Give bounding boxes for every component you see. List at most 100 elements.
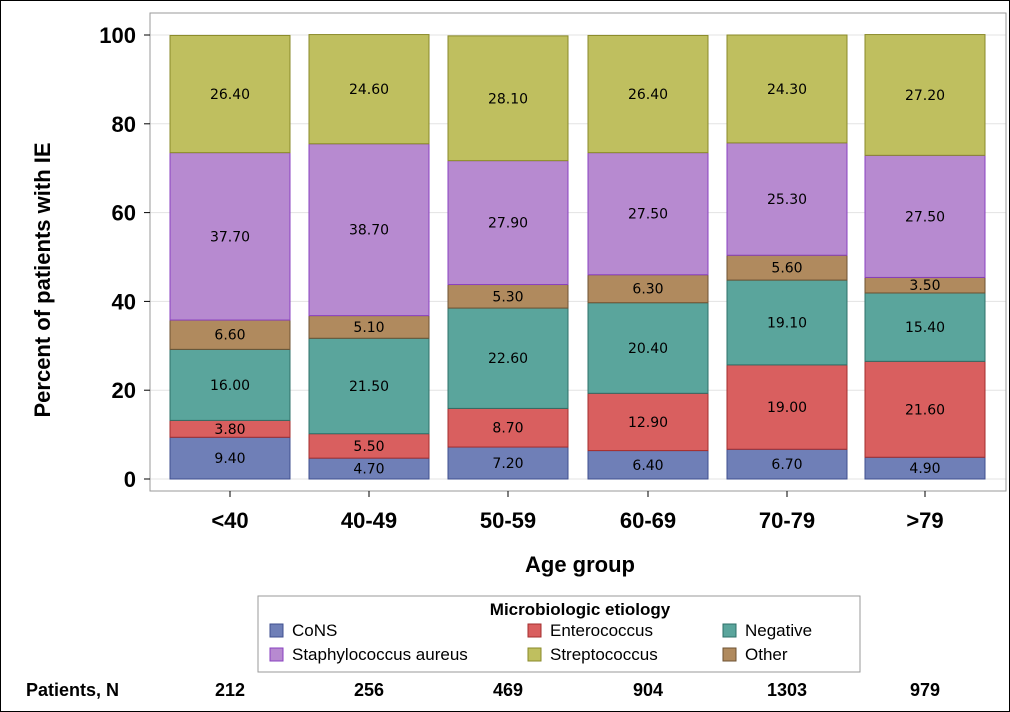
data-label: 26.40	[628, 87, 668, 103]
gridlines	[150, 34, 1006, 480]
x-tick-label: 60-69	[620, 508, 676, 533]
bar-segment	[169, 152, 291, 321]
data-label: 5.30	[492, 289, 523, 305]
legend-entry: CoNS	[292, 621, 337, 640]
bar-segment	[587, 274, 709, 304]
data-label: 38.70	[349, 223, 389, 239]
data-label: 3.50	[909, 278, 940, 294]
bar-segment	[864, 154, 986, 278]
legend-swatch	[527, 647, 542, 662]
bar-segment	[587, 450, 709, 480]
bar-segment	[864, 292, 986, 362]
patient-count: 1303	[767, 680, 807, 700]
y-axis-label: Percent of patients with IE	[30, 142, 55, 417]
legend-entry: Other	[745, 645, 788, 664]
data-label: 12.90	[628, 415, 668, 431]
bars: 9.40 3.80 16.00 6.60 37.70 26.40 4.70 5.50 21.50…	[169, 34, 986, 480]
bar-segment	[169, 34, 291, 154]
data-label: 5.50	[353, 439, 384, 455]
data-label: 5.10	[353, 320, 384, 336]
data-label: 26.40	[210, 87, 250, 103]
bar-segment	[726, 364, 848, 450]
legend-entry: Staphylococcus aureus	[292, 645, 468, 664]
data-label: 27.20	[905, 88, 945, 104]
bar-segment	[587, 392, 709, 452]
data-label: 24.30	[767, 82, 807, 98]
data-label: 6.60	[214, 328, 245, 344]
bar-segment	[726, 279, 848, 366]
bar-segment	[726, 254, 848, 281]
legend-entry: Streptococcus	[550, 645, 658, 664]
patient-counts: Patients, N 212 256 469 904 1303 979	[26, 680, 940, 700]
x-tick-label: <40	[211, 508, 248, 533]
bar-segment	[587, 302, 709, 394]
data-label: 9.40	[214, 451, 245, 467]
x-tick-label: 40-49	[341, 508, 397, 533]
x-tick-label: >79	[906, 508, 943, 533]
bar-segment	[308, 34, 430, 145]
x-tick-label: 50-59	[480, 508, 536, 533]
x-axis-label: Age group	[525, 552, 635, 577]
data-label: 25.30	[767, 192, 807, 208]
data-label: 4.70	[353, 462, 384, 478]
bar-segment	[447, 35, 569, 162]
x-axis-ticks: <40 40-49 50-59 60-69 70-79 >79	[211, 491, 944, 533]
bar-segment	[864, 360, 986, 458]
data-label: 16.00	[210, 378, 250, 394]
y-tick-label: 80	[112, 112, 136, 137]
patient-count: 979	[910, 680, 940, 700]
legend-swatch	[269, 647, 284, 662]
bar-segment	[447, 446, 569, 480]
bar-segment	[587, 152, 709, 276]
y-tick-label: 20	[112, 378, 136, 403]
y-tick-label: 0	[124, 467, 136, 492]
legend-title: Microbiologic etiology	[490, 600, 671, 619]
bar-segment	[447, 160, 569, 286]
bar-segment	[864, 34, 986, 156]
data-label: 22.60	[488, 351, 528, 367]
data-label: 6.40	[632, 458, 663, 474]
legend-swatch	[527, 623, 542, 638]
x-tick-label: 70-79	[759, 508, 815, 533]
data-label: 27.90	[488, 216, 528, 232]
y-tick-label: 100	[99, 23, 136, 48]
patient-count: 904	[633, 680, 663, 700]
data-label: 27.50	[905, 209, 945, 225]
legend-swatch	[722, 647, 737, 662]
data-label: 7.20	[492, 456, 523, 472]
data-label: 6.70	[771, 457, 802, 473]
data-label: 3.80	[214, 422, 245, 438]
data-label: 5.60	[771, 261, 802, 277]
data-label: 6.30	[632, 282, 663, 298]
patient-count: 212	[215, 680, 245, 700]
legend: Microbiologic etiology CoNS Enterococcus N…	[257, 595, 861, 673]
bar-segment	[447, 407, 569, 448]
data-label: 19.10	[767, 315, 807, 331]
plot-area	[149, 12, 1007, 492]
data-label: 37.70	[210, 229, 250, 245]
legend-box	[257, 595, 861, 673]
legend-swatch	[722, 623, 737, 638]
data-label: 28.10	[488, 91, 528, 107]
bar-segment	[726, 34, 848, 144]
bar-segment	[169, 348, 291, 421]
y-tick-label: 40	[112, 289, 136, 314]
data-label: 21.50	[349, 379, 389, 395]
legend-entry: Enterococcus	[550, 621, 653, 640]
data-label: 20.40	[628, 341, 668, 357]
data-label: 8.70	[492, 421, 523, 437]
data-label: 19.00	[767, 400, 807, 416]
data-label: 27.50	[628, 207, 668, 223]
legend-swatch	[269, 623, 284, 638]
data-label: 24.60	[349, 82, 389, 98]
bar-segment	[308, 337, 430, 435]
patient-count: 256	[354, 680, 384, 700]
y-axis-ticks: 0 20 40 60 80 100	[99, 23, 150, 492]
patient-count: 469	[493, 680, 523, 700]
bar-segment	[587, 34, 709, 154]
data-label: 4.90	[909, 461, 940, 477]
bar-segment	[447, 307, 569, 409]
patients-label: Patients, N	[26, 680, 119, 700]
legend-entry: Negative	[745, 621, 812, 640]
